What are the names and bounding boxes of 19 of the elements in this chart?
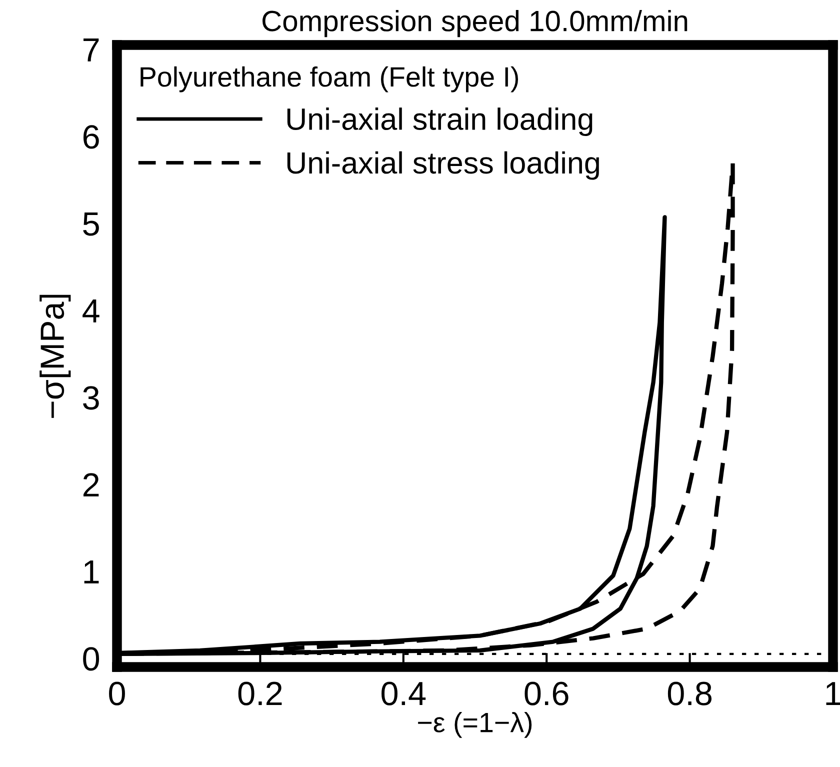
y-tick-label: 5 <box>83 212 99 236</box>
x-tick-label: 0.4 <box>382 682 426 706</box>
y-tick-label: 6 <box>83 125 99 149</box>
y-tick-label: 3 <box>83 386 99 410</box>
y-tick-label: 2 <box>83 473 99 496</box>
x-tick-label: 0.2 <box>238 682 282 706</box>
legend-title: Polyurethane foam (Felt type I) <box>140 66 518 92</box>
x-tick-label: 0.6 <box>524 682 568 706</box>
y-tick-label: 1 <box>84 560 99 584</box>
y-axis-title: −σ[MPa] <box>40 294 71 418</box>
legend-label: Uni-axial stress loading <box>287 151 599 180</box>
x-axis-title: −ε (=1−λ) <box>418 712 532 738</box>
x-tick-label: 0 <box>109 682 125 706</box>
legend-label: Uni-axial strain loading <box>287 108 592 136</box>
x-tick-label: 0.8 <box>668 682 712 706</box>
y-tick-label: 0 <box>83 647 100 671</box>
y-tick-label: 7 <box>84 38 99 62</box>
y-tick-label: 4 <box>82 299 100 322</box>
chart-title: Compression speed 10.0mm/min <box>262 10 688 38</box>
